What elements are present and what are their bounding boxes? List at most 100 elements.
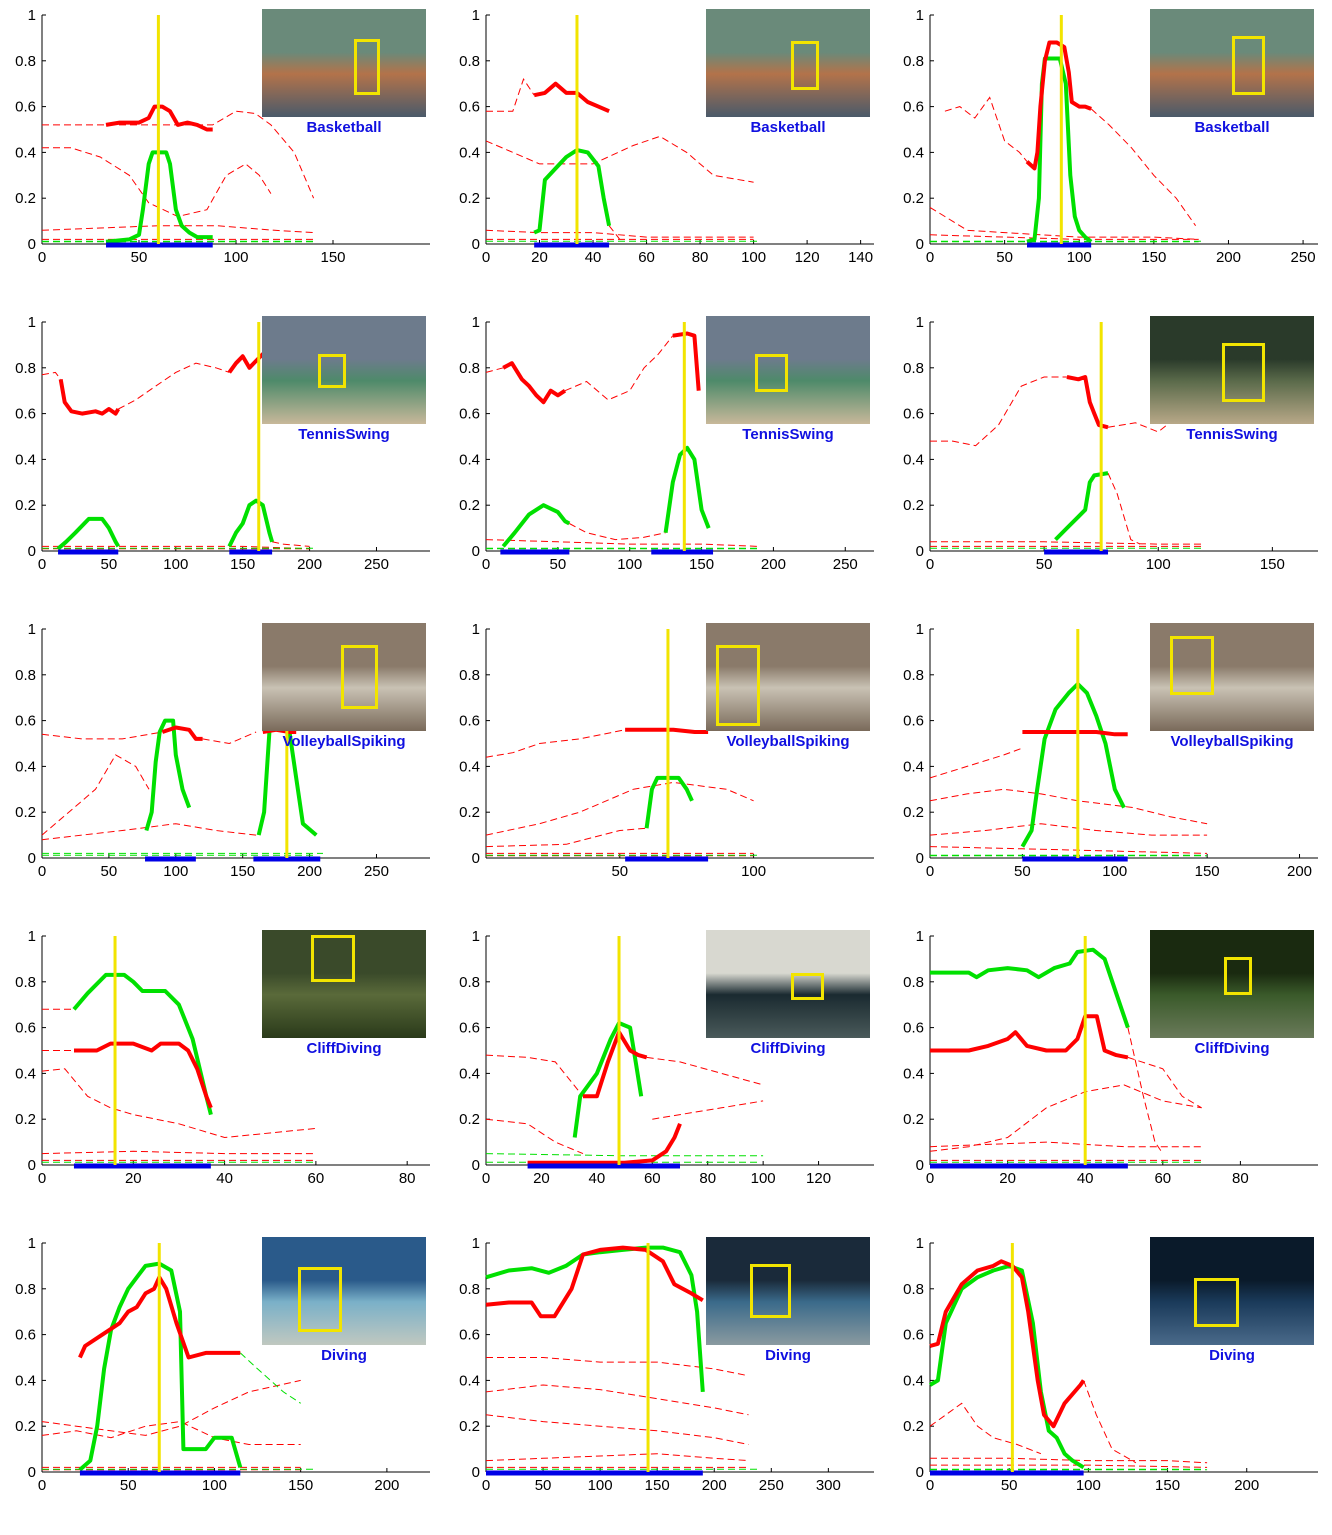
x-tick-label: 80 bbox=[692, 249, 709, 266]
y-tick-label: 0.6 bbox=[459, 1327, 480, 1344]
x-tick-label: 100 bbox=[751, 1170, 776, 1187]
y-tick-label: 0 bbox=[28, 1157, 36, 1174]
true-class-score-line bbox=[144, 718, 192, 832]
figure-grid: 0 0.2 0.4 0.6 0.8 1 0 50 100 150 Basketball 0 0.2 0.4… bbox=[0, 0, 1332, 1494]
y-tick-label: 0.8 bbox=[15, 974, 36, 991]
y-tick-label: 0.2 bbox=[903, 804, 924, 821]
x-tick-label: 150 bbox=[689, 556, 714, 573]
y-tick-label: 0.2 bbox=[15, 804, 36, 821]
x-tick-label: 0 bbox=[38, 1477, 46, 1494]
chart-svg: 0 0.2 0.4 0.6 0.8 1 0 50 100 150 200 250 bbox=[903, 7, 1318, 266]
x-tick-label: 50 bbox=[101, 863, 118, 880]
true-class-score-line bbox=[72, 972, 213, 1116]
x-tick-label: 60 bbox=[644, 1170, 661, 1187]
x-tick-label: 150 bbox=[1260, 556, 1285, 573]
dashed-series-line bbox=[929, 747, 1023, 779]
x-tick-label: 80 bbox=[399, 1170, 416, 1187]
x-tick-label: 100 bbox=[741, 863, 766, 880]
y-tick-label: 0.4 bbox=[15, 144, 36, 161]
y-tick-label: 1 bbox=[28, 314, 36, 331]
x-tick-label: 0 bbox=[482, 249, 490, 266]
action-class-label: CliffDiving bbox=[750, 1040, 826, 1057]
y-tick-label: 0.2 bbox=[903, 1418, 924, 1435]
y-tick-label: 0.6 bbox=[903, 1020, 924, 1037]
video-frame-thumbnail bbox=[262, 316, 426, 424]
dashed-series-line bbox=[42, 545, 310, 550]
dashed-series-line bbox=[42, 110, 315, 199]
dashed-series-line bbox=[485, 1118, 584, 1155]
action-class-label: VolleyballSpiking bbox=[282, 733, 406, 750]
dashed-series-line bbox=[485, 229, 754, 238]
chart-svg: 0 0.2 0.4 0.6 0.8 1 0 50 100 150 bbox=[903, 314, 1318, 573]
y-tick-label: 0.2 bbox=[903, 1111, 924, 1128]
y-tick-label: 0.2 bbox=[903, 497, 924, 514]
dashed-series-line bbox=[485, 1453, 749, 1462]
dashed-series-line bbox=[929, 206, 1199, 240]
x-tick-label: 50 bbox=[120, 1477, 137, 1494]
action-class-label: TennisSwing bbox=[742, 426, 834, 443]
x-tick-label: 200 bbox=[1287, 863, 1312, 880]
chart-panel: 0 0.2 0.4 0.6 0.8 1 0 50 100 150 200 250 Basketball bbox=[888, 0, 1332, 307]
y-tick-label: 0 bbox=[916, 850, 924, 867]
x-tick-label: 100 bbox=[1067, 249, 1092, 266]
action-class-label: CliffDiving bbox=[306, 1040, 382, 1057]
dashed-series-line bbox=[41, 1379, 301, 1436]
y-tick-label: 0.6 bbox=[459, 406, 480, 423]
y-tick-label: 0.8 bbox=[903, 974, 924, 991]
y-tick-label: 0.8 bbox=[15, 53, 36, 70]
detection-bounding-box bbox=[1222, 343, 1265, 403]
dashed-series-line bbox=[41, 1068, 316, 1139]
chart-svg: 0 0.2 0.4 0.6 0.8 1 0 50 100 150 200 250 bbox=[459, 314, 874, 573]
x-tick-label: 200 bbox=[374, 1477, 399, 1494]
x-tick-label: 50 bbox=[535, 1477, 552, 1494]
x-tick-label: 250 bbox=[1291, 249, 1316, 266]
video-frame-thumbnail bbox=[1150, 316, 1314, 424]
x-tick-label: 50 bbox=[1014, 863, 1031, 880]
video-frame-thumbnail bbox=[706, 1237, 870, 1345]
chart-panel: 0 0.2 0.4 0.6 0.8 1 0 50 100 150 200 250 300 Diving bbox=[444, 1228, 888, 1535]
detection-bounding-box bbox=[1194, 1278, 1239, 1327]
dashed-series-line bbox=[1107, 472, 1141, 545]
y-tick-label: 0.6 bbox=[459, 99, 480, 116]
video-frame-thumbnail bbox=[706, 9, 870, 117]
best-class-score-line bbox=[527, 1123, 682, 1165]
y-tick-label: 0 bbox=[916, 543, 924, 560]
best-class-score-line bbox=[485, 1245, 704, 1319]
y-tick-label: 0.8 bbox=[15, 1281, 36, 1298]
x-tick-label: 50 bbox=[131, 249, 148, 266]
chart-panel: 0 0.2 0.4 0.6 0.8 1 0 50 100 150 200 250 TennisSwing bbox=[444, 307, 888, 614]
x-tick-label: 100 bbox=[741, 249, 766, 266]
chart-panel: 0 0.2 0.4 0.6 0.8 1 0 50 100 150 TennisSwing bbox=[888, 307, 1332, 614]
y-tick-label: 0.6 bbox=[459, 713, 480, 730]
y-tick-label: 0.6 bbox=[15, 99, 36, 116]
y-tick-label: 0.8 bbox=[459, 1281, 480, 1298]
chart-panel: 0 0.2 0.4 0.6 0.8 1 0 50 100 150 200 VolleyballSpik… bbox=[888, 614, 1332, 921]
video-frame-thumbnail bbox=[1150, 1237, 1314, 1345]
y-tick-label: 0.4 bbox=[15, 758, 36, 775]
y-tick-label: 0.2 bbox=[459, 1111, 480, 1128]
true-class-score-line bbox=[105, 150, 213, 244]
x-tick-label: 50 bbox=[1001, 1477, 1018, 1494]
y-tick-label: 0.6 bbox=[15, 1327, 36, 1344]
chart-panel: 0 0.2 0.4 0.6 0.8 1 0 20 40 60 80 CliffDiving bbox=[0, 921, 444, 1228]
x-tick-label: 100 bbox=[617, 556, 642, 573]
best-class-score-line bbox=[1025, 40, 1092, 171]
y-tick-label: 0 bbox=[472, 1464, 480, 1481]
chart-panel: 0 0.2 0.4 0.6 0.8 1 0 50 100 150 200 250 TennisSwing bbox=[0, 307, 444, 614]
y-tick-label: 0.4 bbox=[903, 1372, 924, 1389]
chart-svg: 0 0.2 0.4 0.6 0.8 1 0 20 40 60 80 100 120 bbox=[459, 928, 874, 1187]
y-tick-label: 0.2 bbox=[459, 497, 480, 514]
chart-panel: 0 0.2 0.4 0.6 0.8 1 0 20 40 60 80 CliffDiving bbox=[888, 921, 1332, 1228]
best-class-score-line bbox=[1066, 375, 1109, 430]
y-tick-label: 0 bbox=[916, 1464, 924, 1481]
y-tick-label: 1 bbox=[472, 928, 480, 945]
best-class-score-line bbox=[502, 361, 567, 405]
y-tick-label: 0.4 bbox=[15, 1065, 36, 1082]
y-tick-label: 0 bbox=[472, 1157, 480, 1174]
chart-svg: 0 0.2 0.4 0.6 0.8 1 0 20 40 60 80 100 120 140 bbox=[459, 7, 874, 266]
y-tick-label: 1 bbox=[916, 314, 924, 331]
y-tick-label: 0.2 bbox=[15, 1111, 36, 1128]
video-frame-thumbnail bbox=[706, 316, 870, 424]
true-class-score-line bbox=[78, 1261, 243, 1472]
dashed-series-line bbox=[652, 1100, 764, 1120]
